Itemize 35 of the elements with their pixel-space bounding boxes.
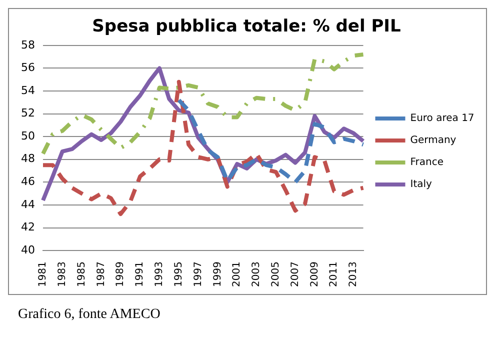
y-tick-label: 58	[20, 38, 35, 52]
x-tick-label: 1985	[76, 262, 88, 288]
x-tick-label: 1981	[38, 262, 49, 288]
x-tick-label: 1989	[115, 262, 126, 288]
x-tick-label: 2003	[251, 262, 262, 288]
y-tick-label: 42	[20, 220, 35, 234]
line-series	[40, 52, 366, 156]
y-tick-label: 50	[20, 129, 35, 142]
x-tick-label: 2007	[290, 262, 301, 288]
text: Grafico 6, fonte AMECO	[18, 307, 162, 323]
x-tick-label: 2005	[270, 262, 282, 288]
x-tick-label: 1999	[212, 262, 224, 288]
legend-label: Germany	[410, 135, 456, 146]
x-tick-label: 1991	[134, 262, 146, 288]
x-tick-label: 2001	[232, 262, 243, 288]
x-tick-label: 1997	[192, 262, 204, 288]
y-tick-label: 52	[20, 106, 35, 120]
y-tick-label: 44	[20, 198, 35, 211]
x-tick-label: 1983	[57, 262, 68, 288]
legend-label: France	[410, 157, 444, 168]
line-series	[176, 98, 366, 184]
x-tick-label: 2009	[309, 262, 320, 288]
chart-title: Spesa pubblica totale: % del PIL	[92, 16, 401, 37]
x-tick-label: 1987	[96, 262, 107, 288]
x-tick-label: 2011	[328, 262, 340, 288]
legend-label: Italy	[410, 179, 432, 190]
legend-label: Euro area 17	[410, 113, 474, 124]
y-tick-label: 48	[20, 152, 35, 166]
x-tick-label: 1995	[173, 262, 184, 288]
x-tick-label: 2013	[348, 262, 360, 288]
x-tick-label: 1993	[154, 262, 166, 288]
y-tick-label: 40	[20, 243, 35, 256]
y-tick-label: 46	[20, 175, 35, 188]
y-tick-label: 56	[20, 61, 35, 74]
y-tick-label: 54	[20, 84, 35, 97]
